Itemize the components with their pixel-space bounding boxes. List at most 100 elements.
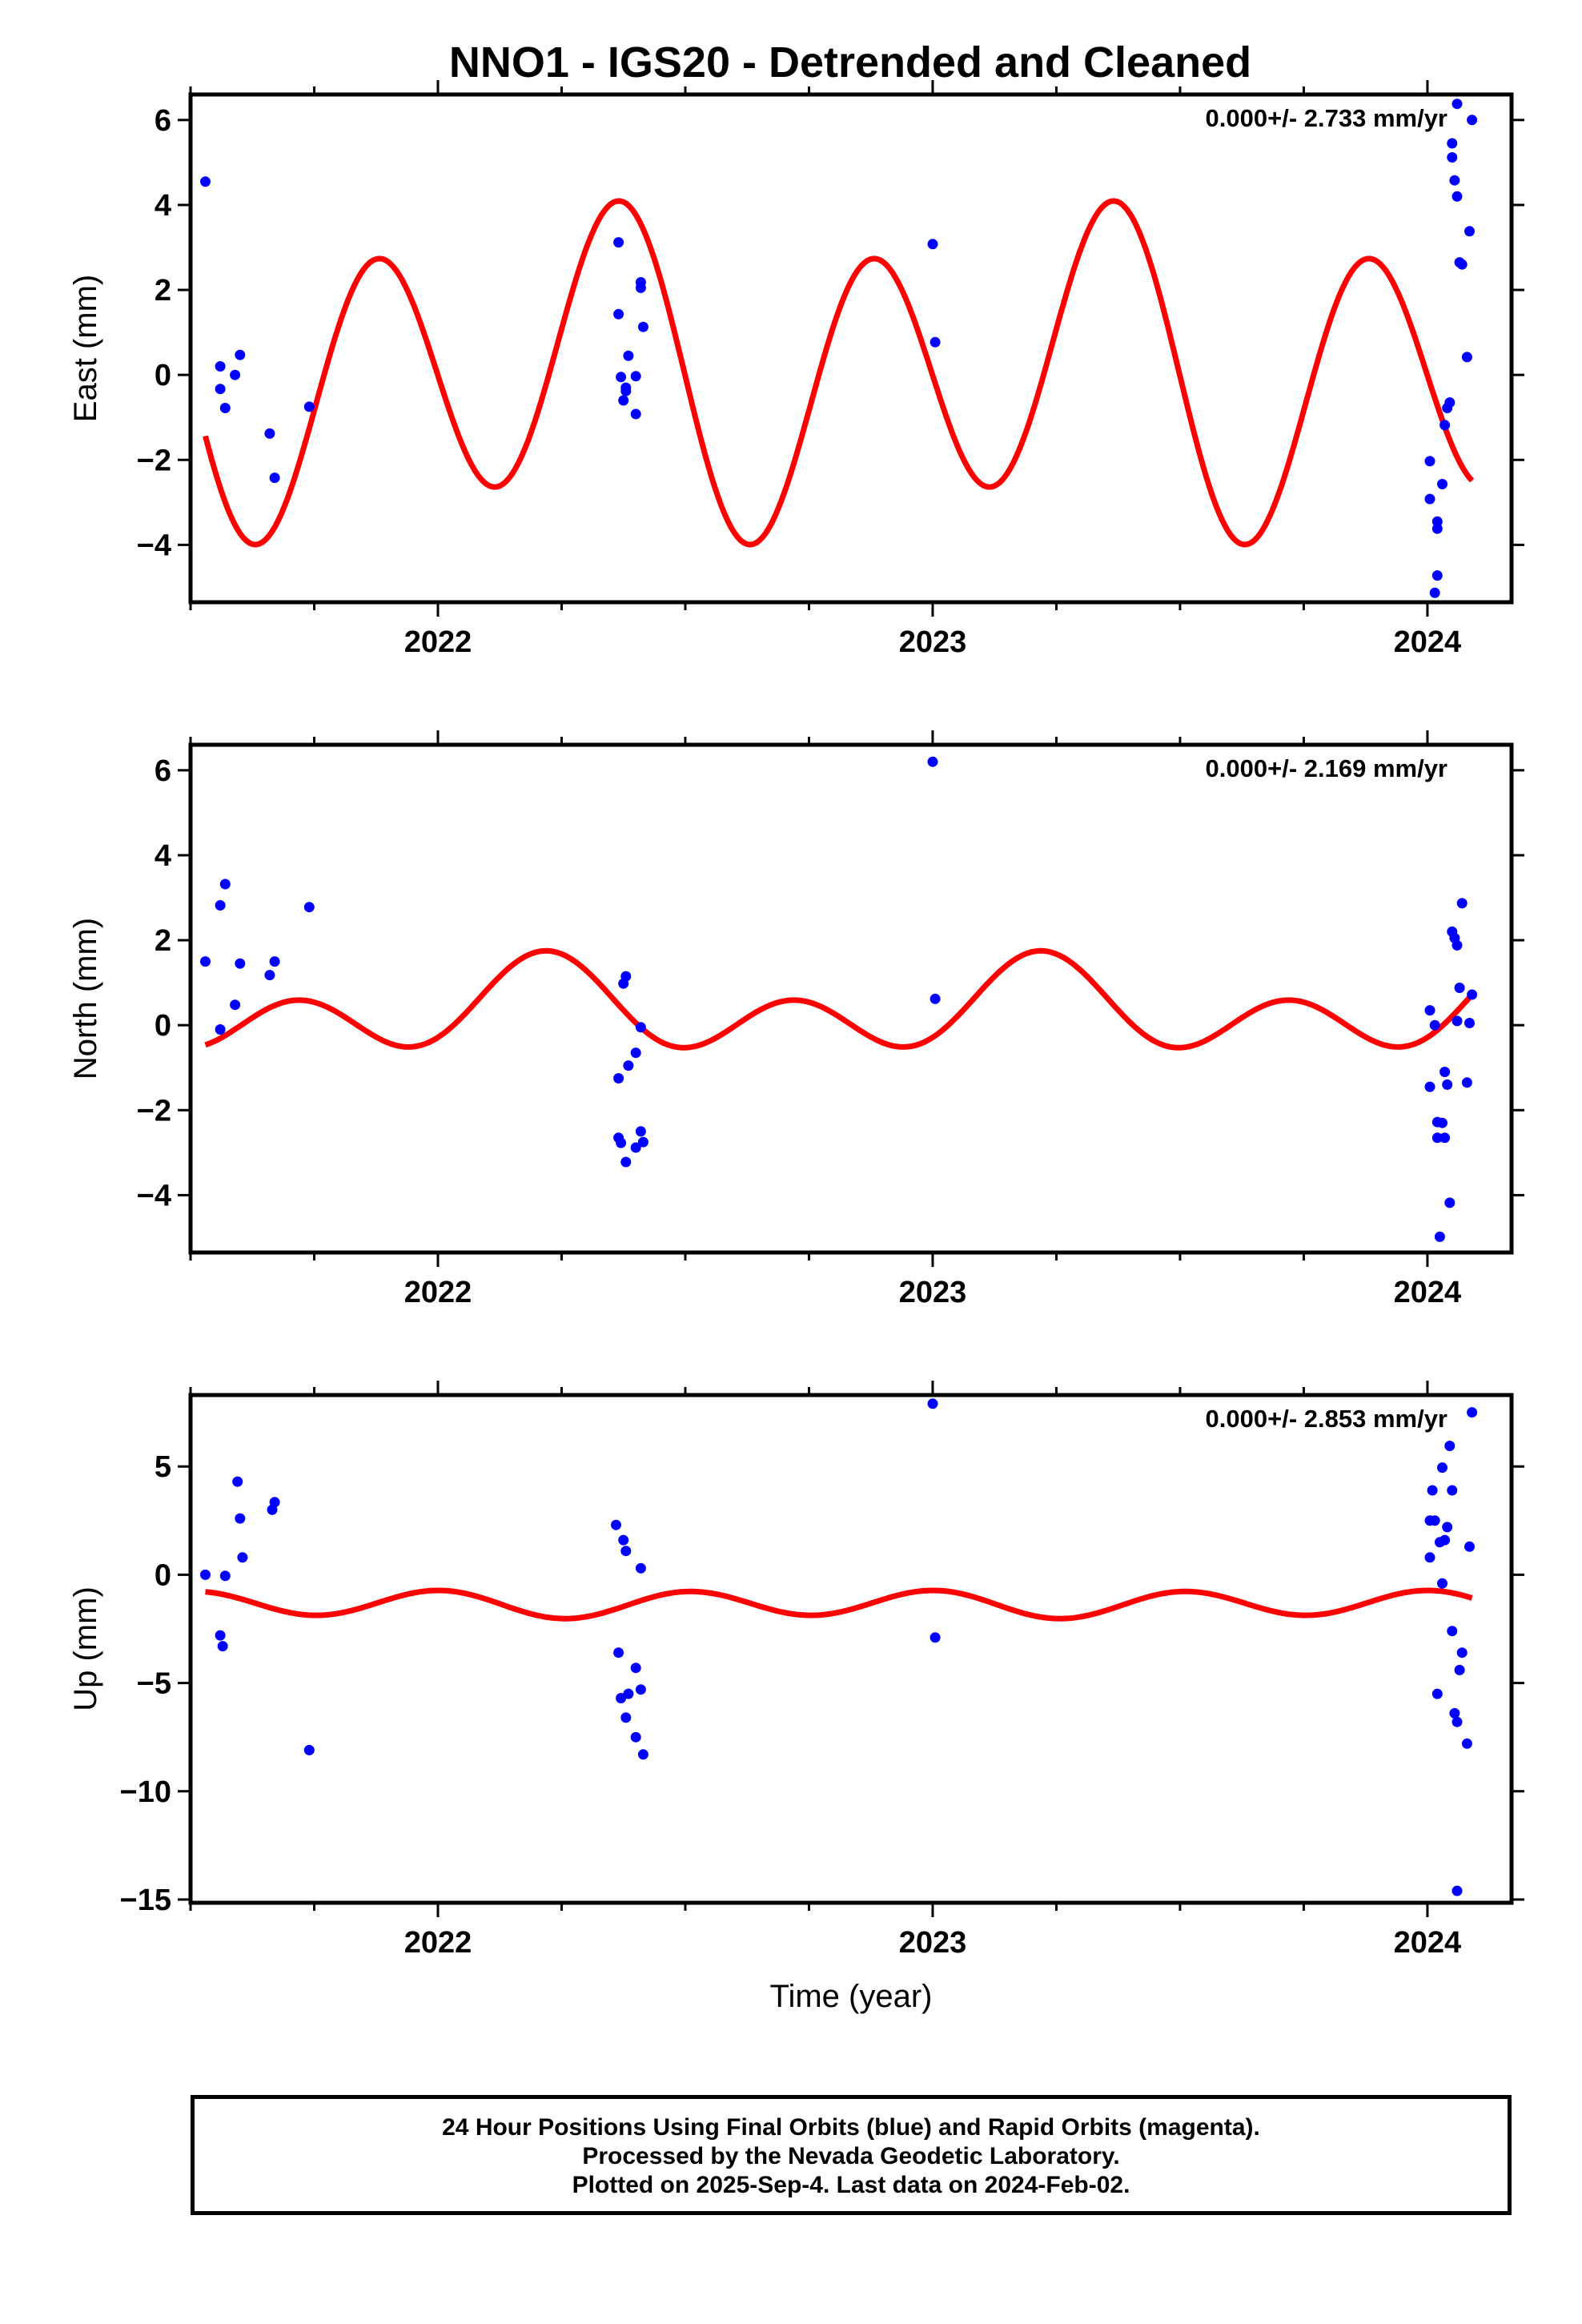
data-point (637, 321, 648, 332)
data-point (630, 1663, 641, 1674)
data-point (927, 1398, 938, 1409)
data-point (630, 1142, 641, 1153)
data-point (269, 1497, 280, 1508)
data-point (620, 1546, 632, 1557)
data-point (635, 1684, 646, 1695)
data-point (1452, 1716, 1463, 1727)
data-point (1429, 1515, 1440, 1526)
data-point (215, 1024, 226, 1035)
data-point (620, 385, 632, 396)
data-point (1437, 479, 1447, 489)
panels: 2022 2023 2024 −4 −2 0 2 4 6 East (mm) 0.000+/- 2.… (68, 80, 1524, 2014)
y-tick-label: 0 (155, 359, 171, 392)
data-point (200, 956, 211, 967)
data-point (1442, 1079, 1453, 1090)
rate-annotation: 0.000+/- 2.169 mm/yr (1206, 754, 1447, 782)
data-point (1424, 493, 1435, 505)
data-point (1452, 1015, 1463, 1027)
data-point (1467, 1407, 1478, 1418)
data-point (635, 1022, 646, 1033)
data-point (215, 900, 226, 911)
data-points (200, 1398, 1478, 1896)
data-point (1467, 115, 1478, 126)
data-point (1447, 152, 1458, 163)
data-point (611, 1519, 621, 1530)
data-point (1456, 259, 1468, 270)
north-panel: 2022 2023 2024 −4 −2 0 2 4 6 North (mm) 0.000+/- 2… (68, 730, 1524, 1309)
data-point (1452, 1885, 1463, 1896)
y-tick-label: 4 (155, 839, 171, 873)
rate-annotation: 0.000+/- 2.733 mm/yr (1206, 104, 1447, 132)
data-point (1424, 1005, 1435, 1016)
x-tick-label: 2023 (899, 1926, 967, 1960)
data-point (930, 993, 941, 1004)
data-points (200, 99, 1478, 598)
data-point (1456, 1647, 1468, 1659)
y-tick-label: 5 (155, 1450, 171, 1484)
data-point (237, 1552, 248, 1563)
chart-title: NNO1 - IGS20 - Detrended and Cleaned (449, 38, 1251, 86)
data-point (616, 1137, 627, 1148)
data-point (1444, 1441, 1456, 1451)
data-point (1439, 1132, 1451, 1144)
data-point (264, 428, 275, 439)
data-point (1449, 175, 1460, 186)
up-panel: 2022 2023 2024 −15 −10 −5 0 5 Up (mm) Time (year)… (68, 1381, 1524, 2014)
x-tick-label: 2024 (1394, 1276, 1462, 1309)
data-point (1444, 397, 1456, 408)
data-point (630, 1047, 641, 1059)
data-point (235, 1513, 246, 1524)
plot-frame (188, 92, 1514, 605)
data-point (613, 1647, 624, 1659)
data-point (930, 1632, 941, 1643)
x-tick-label: 2023 (899, 625, 967, 659)
data-point (1439, 420, 1451, 431)
y-axis-label: North (mm) (68, 918, 103, 1080)
y-tick-label: −5 (137, 1667, 171, 1701)
data-point (618, 395, 629, 406)
data-point (635, 1126, 646, 1137)
data-point (613, 308, 624, 320)
data-point (630, 1731, 641, 1743)
y-tick-label: −4 (137, 529, 171, 562)
y-tick-label: 2 (155, 274, 171, 308)
x-tick-label: 2022 (404, 1276, 472, 1309)
data-point (269, 956, 280, 967)
model-curve (204, 947, 1475, 1051)
data-point (620, 1712, 632, 1723)
footer-line-3: Plotted on 2025-Sep-4. Last data on 2024… (572, 2172, 1130, 2198)
data-point (269, 472, 280, 484)
data-point (1461, 1738, 1472, 1749)
data-point (1447, 1485, 1458, 1496)
data-point (635, 1562, 646, 1574)
data-point (1431, 570, 1443, 581)
plot-frame (188, 1393, 1514, 1905)
data-point (1452, 191, 1463, 202)
data-point (1449, 1707, 1460, 1719)
data-point (230, 999, 241, 1011)
y-axis-label: East (mm) (68, 275, 103, 422)
data-point (303, 401, 315, 412)
data-point (1437, 1117, 1447, 1128)
data-point (1439, 1067, 1451, 1077)
data-point (1427, 1485, 1438, 1496)
y-tick-label: 0 (155, 1558, 171, 1592)
data-point (303, 1744, 315, 1755)
y-tick-label: 6 (155, 754, 171, 788)
data-point (1431, 516, 1443, 527)
data-point (215, 361, 226, 372)
data-point (235, 958, 246, 969)
data-point (620, 971, 632, 982)
data-point (230, 369, 241, 380)
data-point (613, 237, 624, 248)
y-tick-label: −2 (137, 1094, 171, 1128)
data-point (217, 1641, 228, 1652)
data-point (1464, 1541, 1475, 1552)
data-point (1447, 1626, 1458, 1637)
plot-frame (188, 742, 1514, 1255)
x-tick-label: 2024 (1394, 1926, 1462, 1960)
y-tick-label: −2 (137, 444, 171, 477)
model-curve (203, 198, 1475, 548)
data-point (1424, 456, 1435, 467)
